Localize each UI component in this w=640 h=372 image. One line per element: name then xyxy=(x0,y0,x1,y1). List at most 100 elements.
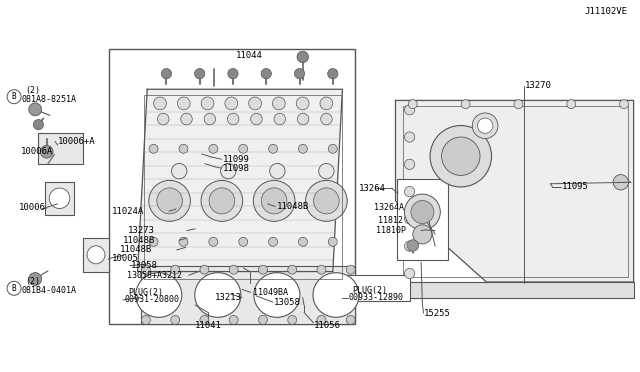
Text: 11812: 11812 xyxy=(378,217,403,225)
Circle shape xyxy=(171,265,180,274)
Circle shape xyxy=(171,315,180,324)
Bar xyxy=(38,133,83,164)
Circle shape xyxy=(269,144,278,153)
Circle shape xyxy=(514,100,523,109)
Bar xyxy=(403,106,628,277)
Text: 11049BA: 11049BA xyxy=(253,288,288,297)
Circle shape xyxy=(269,237,278,246)
Ellipse shape xyxy=(306,180,347,221)
Circle shape xyxy=(201,97,214,110)
Bar xyxy=(144,95,342,279)
Text: 00931-20800: 00931-20800 xyxy=(125,295,180,304)
Text: 11048B: 11048B xyxy=(123,236,155,245)
Circle shape xyxy=(404,159,415,169)
Circle shape xyxy=(225,97,237,110)
Text: 11810P: 11810P xyxy=(376,226,406,235)
Circle shape xyxy=(269,163,285,179)
Text: 081A8-8251A: 081A8-8251A xyxy=(22,95,77,104)
Circle shape xyxy=(346,265,355,274)
Circle shape xyxy=(209,237,218,246)
Circle shape xyxy=(274,113,285,125)
Polygon shape xyxy=(138,89,342,272)
Circle shape xyxy=(411,201,434,224)
Circle shape xyxy=(328,68,338,79)
Circle shape xyxy=(296,97,309,110)
Ellipse shape xyxy=(209,188,235,214)
Text: 11024A: 11024A xyxy=(112,207,144,216)
Circle shape xyxy=(297,51,308,62)
Circle shape xyxy=(180,113,192,125)
Circle shape xyxy=(49,188,70,209)
Ellipse shape xyxy=(149,180,191,221)
Circle shape xyxy=(161,68,172,79)
Circle shape xyxy=(620,100,628,109)
Circle shape xyxy=(149,237,158,246)
Ellipse shape xyxy=(261,188,287,214)
Circle shape xyxy=(273,97,285,110)
Circle shape xyxy=(261,68,271,79)
Text: 11098: 11098 xyxy=(223,164,250,173)
Circle shape xyxy=(204,113,216,125)
Text: (2): (2) xyxy=(26,278,40,286)
Circle shape xyxy=(477,118,493,134)
Circle shape xyxy=(413,225,432,244)
Bar xyxy=(109,49,355,324)
Circle shape xyxy=(40,145,53,158)
Circle shape xyxy=(288,315,297,324)
Circle shape xyxy=(195,68,205,79)
Text: PLUG(2): PLUG(2) xyxy=(128,288,163,297)
Text: 11048B: 11048B xyxy=(120,246,152,254)
Text: 081B4-0401A: 081B4-0401A xyxy=(22,286,77,295)
Circle shape xyxy=(328,144,337,153)
Text: (2): (2) xyxy=(26,86,40,95)
Circle shape xyxy=(227,113,239,125)
Text: 15255: 15255 xyxy=(424,309,451,318)
Circle shape xyxy=(259,265,268,274)
Text: 10005: 10005 xyxy=(112,254,139,263)
Circle shape xyxy=(7,90,21,104)
Polygon shape xyxy=(141,266,355,324)
Text: 11044: 11044 xyxy=(236,51,263,60)
Text: PLUG(2): PLUG(2) xyxy=(352,286,387,295)
Circle shape xyxy=(613,174,628,190)
Circle shape xyxy=(149,144,158,153)
Circle shape xyxy=(251,113,262,125)
Circle shape xyxy=(317,265,326,274)
Circle shape xyxy=(298,237,307,246)
Bar xyxy=(83,238,109,272)
Text: 10006+A: 10006+A xyxy=(58,137,95,146)
Circle shape xyxy=(33,119,44,130)
Circle shape xyxy=(239,144,248,153)
Text: B: B xyxy=(12,92,17,101)
Bar xyxy=(339,275,410,301)
Ellipse shape xyxy=(157,188,182,214)
Circle shape xyxy=(404,241,415,251)
Circle shape xyxy=(294,68,305,79)
Text: 13270: 13270 xyxy=(525,81,552,90)
Circle shape xyxy=(141,265,150,274)
Text: 10006A: 10006A xyxy=(20,147,52,156)
Circle shape xyxy=(404,194,440,230)
Circle shape xyxy=(200,315,209,324)
Circle shape xyxy=(229,315,238,324)
Circle shape xyxy=(320,97,333,110)
Circle shape xyxy=(29,273,42,285)
Circle shape xyxy=(298,144,307,153)
Circle shape xyxy=(328,237,337,246)
Circle shape xyxy=(404,186,415,197)
Circle shape xyxy=(461,100,470,109)
Bar xyxy=(396,282,634,298)
Text: 11099: 11099 xyxy=(223,155,250,164)
Ellipse shape xyxy=(195,273,241,317)
Circle shape xyxy=(172,163,187,179)
Text: 11056: 11056 xyxy=(314,321,340,330)
Ellipse shape xyxy=(254,273,300,317)
Circle shape xyxy=(319,163,334,179)
Text: 11041: 11041 xyxy=(195,321,221,330)
Text: J11102VE: J11102VE xyxy=(584,7,627,16)
Circle shape xyxy=(239,237,248,246)
Text: 11095: 11095 xyxy=(562,182,589,191)
Circle shape xyxy=(442,137,480,176)
Bar xyxy=(45,182,74,215)
Ellipse shape xyxy=(253,180,295,221)
